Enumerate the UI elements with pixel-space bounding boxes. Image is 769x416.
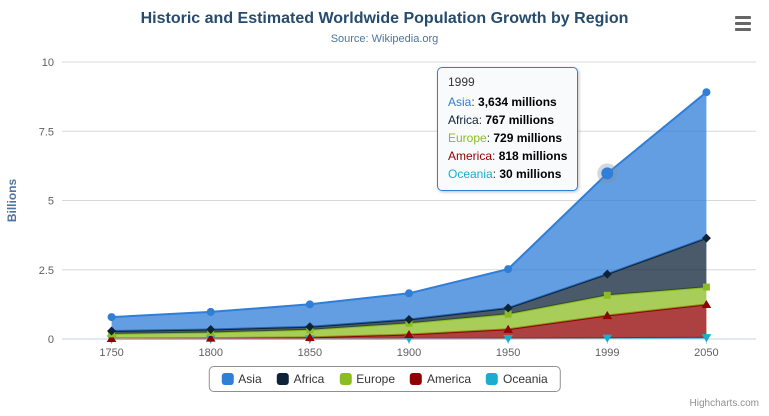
- marker-asia[interactable]: [405, 289, 413, 298]
- legend-item-oceania[interactable]: Oceania: [486, 372, 548, 386]
- tooltip-value: 767 millions: [485, 113, 555, 127]
- x-axis-tick-label: 1950: [496, 347, 520, 359]
- legend-item-america[interactable]: America: [410, 372, 471, 386]
- y-axis-tick-label: 7.5: [39, 126, 54, 138]
- marker-europe[interactable]: [504, 310, 512, 318]
- marker-america[interactable]: [503, 324, 513, 333]
- marker-africa[interactable]: [305, 322, 315, 332]
- legend-symbol-europe: [339, 373, 352, 385]
- chart-title: Historic and Estimated Worldwide Populat…: [140, 10, 629, 27]
- marker-oceania[interactable]: [602, 334, 613, 343]
- marker-asia[interactable]: [107, 313, 116, 322]
- tooltip-value: 729 millions: [493, 131, 563, 145]
- marker-africa[interactable]: [701, 233, 711, 243]
- legend-label: Asia: [238, 372, 262, 386]
- tooltip-row: Africa: 767 millions: [448, 113, 555, 127]
- marker-asia[interactable]: [206, 307, 215, 316]
- marker-america[interactable]: [305, 332, 315, 342]
- marker-asia[interactable]: [504, 265, 513, 274]
- tooltip-rows: Asia: 3,634 millions Africa: 767 millions…: [448, 93, 567, 183]
- marker-america[interactable]: [701, 299, 712, 309]
- legend-label: Oceania: [503, 372, 548, 386]
- tooltip-row: Oceania: 30 millions: [448, 167, 562, 181]
- tooltip-row: Asia: 3,634 millions: [448, 95, 557, 109]
- tooltip-series-name: Africa: [448, 113, 479, 127]
- tooltip-series-name: Oceania: [448, 167, 493, 181]
- chart-subtitle: Source: Wikipedia.org: [330, 33, 439, 45]
- legend-item-africa[interactable]: Africa: [276, 372, 325, 386]
- tooltip-series-name: Asia: [448, 95, 472, 109]
- marker-africa[interactable]: [503, 303, 513, 313]
- marker-america[interactable]: [602, 311, 613, 320]
- hamburger-icon-bar: [735, 21, 751, 25]
- marker-oceania[interactable]: [503, 335, 513, 344]
- x-axis-tick-label: 1800: [198, 347, 222, 359]
- legend-symbol-america: [410, 373, 423, 385]
- marker-africa[interactable]: [602, 269, 612, 279]
- tooltip-value: 3,634 millions: [478, 95, 557, 109]
- x-axis-tick-label: 1750: [99, 347, 123, 359]
- x-axis-tick-label: 1999: [595, 347, 619, 359]
- hamburger-icon-bar: [735, 27, 751, 31]
- x-axis-tick-label: 2050: [694, 347, 718, 359]
- tooltip-series-name: America: [448, 149, 493, 163]
- legend-symbol-africa: [276, 373, 289, 385]
- legend-item-asia[interactable]: Asia: [221, 372, 262, 386]
- hover-marker[interactable]: [601, 167, 614, 180]
- marker-america[interactable]: [205, 333, 216, 342]
- legend-symbol-asia: [221, 373, 234, 385]
- marker-europe[interactable]: [603, 291, 611, 299]
- hamburger-icon: [735, 15, 751, 19]
- marker-asia[interactable]: [702, 88, 711, 97]
- x-axis-tick-label: 1850: [298, 347, 322, 359]
- tooltip-row: America: 818 millions: [448, 149, 568, 163]
- marker-africa[interactable]: [206, 324, 216, 334]
- legend-label: America: [427, 372, 472, 386]
- y-axis-tick-label: 2.5: [39, 265, 54, 277]
- context-menu-button[interactable]: [731, 12, 757, 34]
- marker-africa[interactable]: [404, 315, 414, 325]
- y-axis-tick-label: 5: [48, 196, 54, 208]
- tooltip-row: Europe: 729 millions: [448, 131, 563, 145]
- y-axis-tick-label: 0: [48, 334, 54, 346]
- area-america[interactable]: [111, 304, 707, 339]
- credits-link[interactable]: Highcharts.com: [689, 398, 759, 409]
- tooltip-series-name: Europe: [448, 131, 487, 145]
- legend-symbol-oceania: [486, 373, 499, 385]
- tooltip-value: 818 millions: [498, 149, 568, 163]
- tooltip-value: 30 millions: [499, 167, 562, 181]
- marker-africa[interactable]: [107, 326, 117, 336]
- x-axis-tick-label: 1900: [397, 347, 421, 359]
- marker-oceania[interactable]: [701, 334, 712, 343]
- legend-label: Europe: [356, 372, 396, 386]
- legend-label: Africa: [293, 372, 325, 386]
- tooltip-header: 1999: [448, 75, 475, 89]
- marker-asia[interactable]: [305, 300, 314, 309]
- area-asia[interactable]: [111, 92, 707, 331]
- y-axis-tick-label: 10: [42, 57, 54, 69]
- tooltip: 1999 Asia: 3,634 millions Africa: 767 mil…: [437, 67, 579, 191]
- marker-europe[interactable]: [702, 283, 710, 291]
- marker-america[interactable]: [404, 330, 414, 339]
- legend: Asia Africa Europe America Oceania: [208, 366, 561, 392]
- legend-item-europe[interactable]: Europe: [339, 372, 395, 386]
- marker-america[interactable]: [106, 333, 117, 343]
- area-africa[interactable]: [111, 238, 707, 334]
- y-axis-title: Billions: [5, 179, 19, 223]
